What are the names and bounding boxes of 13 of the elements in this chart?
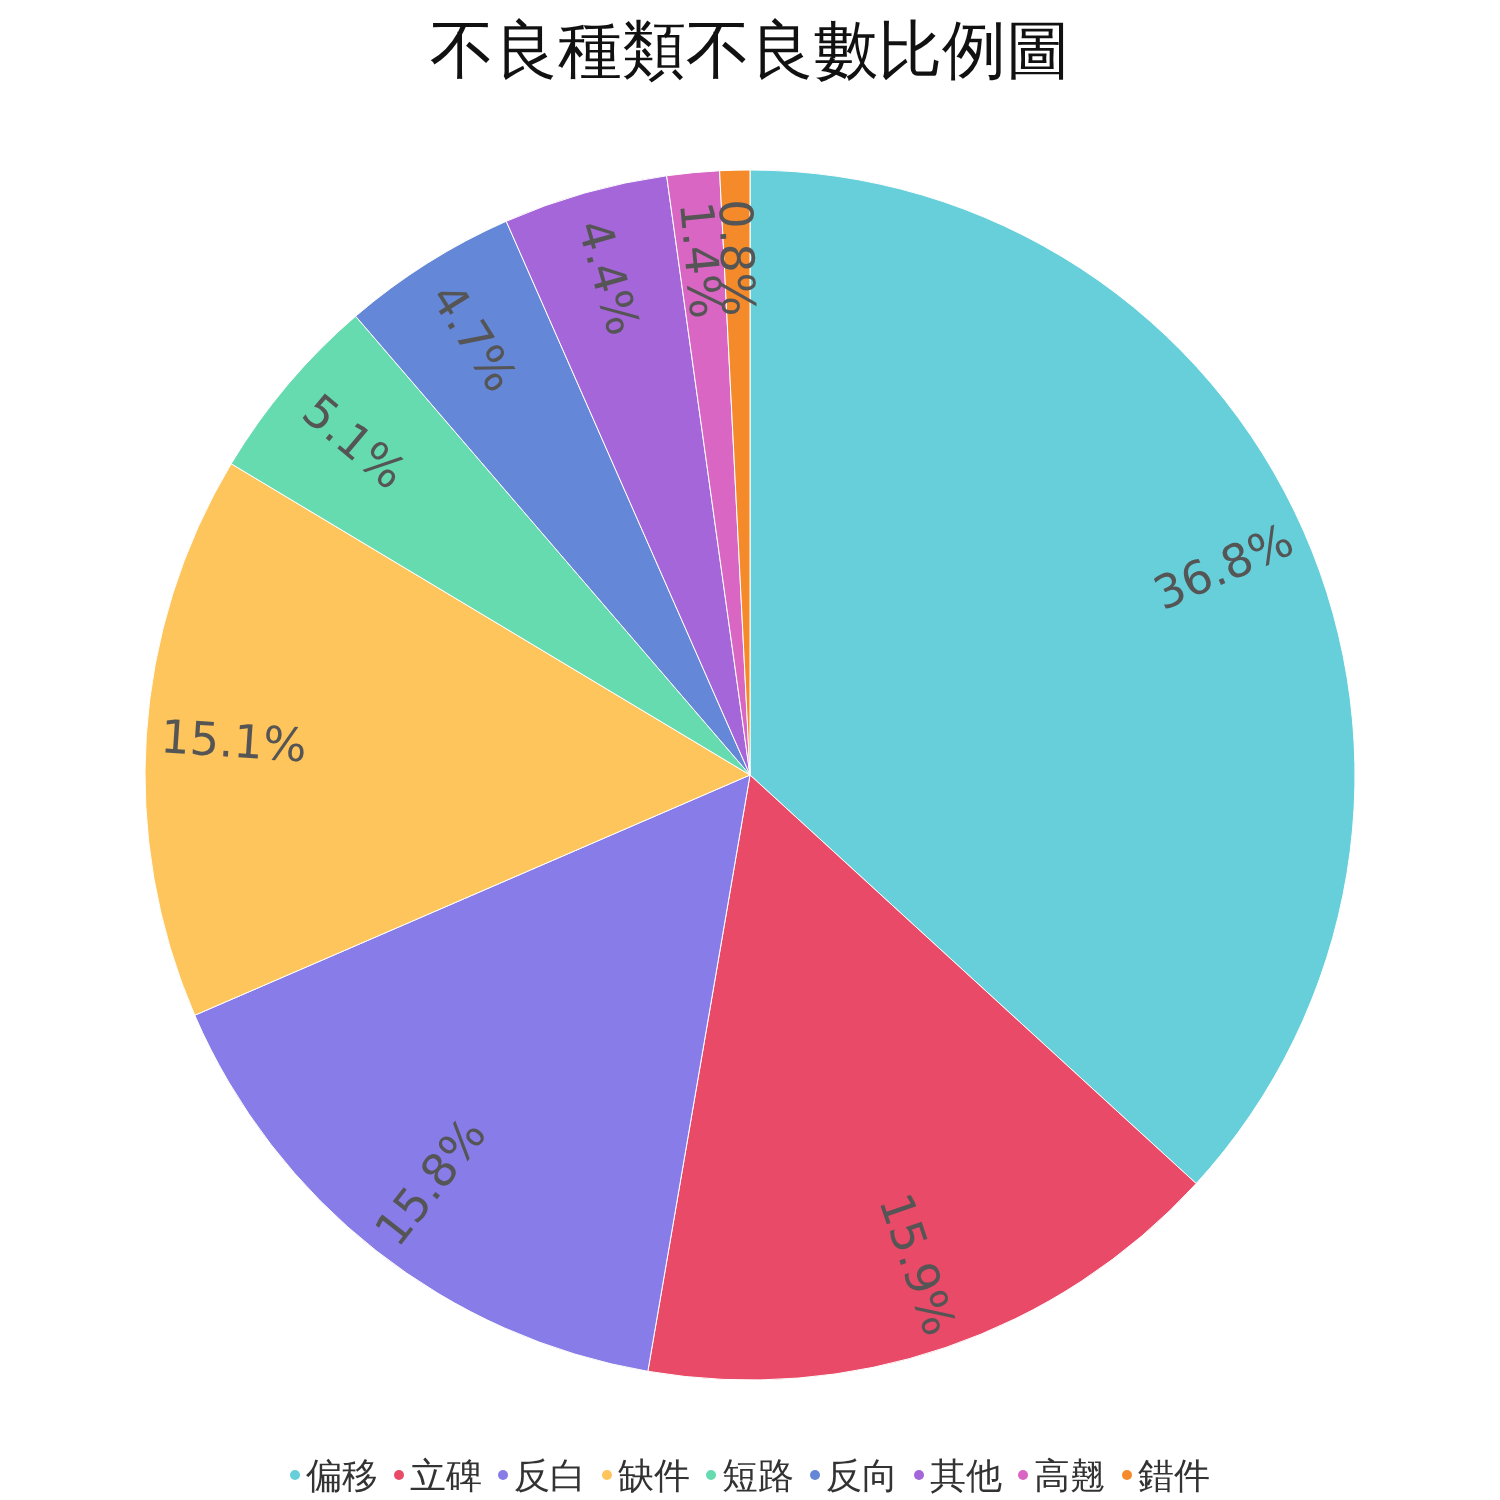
chart-title: 不良種類不良數比例圖 <box>430 13 1070 87</box>
legend-label: 偏移 <box>306 1454 378 1496</box>
legend-label: 錯件 <box>1138 1454 1210 1496</box>
legend-label: 反白 <box>514 1454 586 1496</box>
legend-label: 反向 <box>826 1454 898 1496</box>
legend-label: 短路 <box>722 1454 794 1496</box>
legend-label: 立碑 <box>410 1454 482 1496</box>
data-label: 4.4% <box>566 213 651 341</box>
data-label: 15.1% <box>159 709 309 773</box>
legend-label: 其他 <box>930 1454 1002 1496</box>
legend-label: 高翹 <box>1034 1454 1106 1496</box>
data-label: 15.9% <box>868 1186 967 1343</box>
legend-label: 缺件 <box>618 1454 690 1496</box>
